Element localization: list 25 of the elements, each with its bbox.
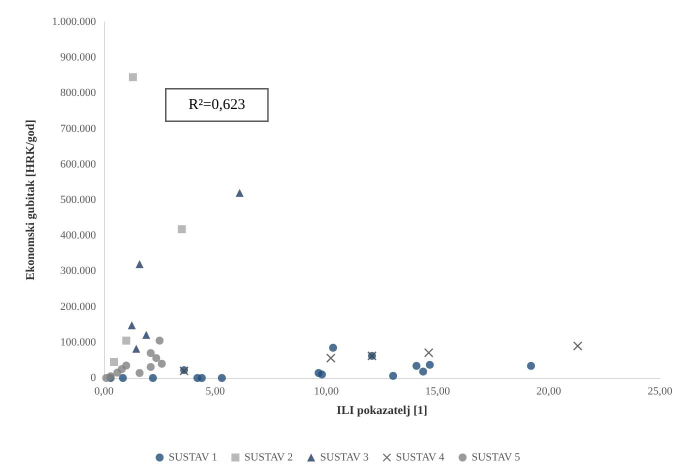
y-tick-label: 500.000 xyxy=(60,194,96,206)
y-tick-label: 600.000 xyxy=(60,158,96,170)
legend-label: SUSTAV 2 xyxy=(244,452,293,464)
x-tick-label: 25,00 xyxy=(648,386,673,398)
y-tick-label: 200.000 xyxy=(60,300,96,313)
legend-label: SUSTAV 5 xyxy=(472,452,521,464)
legend-label: SUSTAV 1 xyxy=(168,452,218,464)
y-tick-label: 0 xyxy=(90,372,96,384)
x-tick-label: 20,00 xyxy=(536,386,562,398)
legend-label: SUSTAV 4 xyxy=(396,452,445,464)
x-tick-label: 0,00 xyxy=(94,386,114,398)
x-axis-title: ILI pokazatelj [1] xyxy=(336,403,428,417)
y-tick-label: 1.000.000 xyxy=(52,16,96,28)
y-tick-label: 400.000 xyxy=(60,230,96,242)
legend-label: SUSTAV 3 xyxy=(320,452,370,464)
annotation: R²=0,623 xyxy=(188,97,246,113)
x-tick-label: 15,00 xyxy=(425,386,450,398)
y-tick-label: 800.000 xyxy=(60,87,96,100)
x-tick-label: 5,00 xyxy=(206,386,226,398)
y-tick-label: 100.000 xyxy=(60,336,96,348)
y-tick-label: 900.000 xyxy=(60,52,96,64)
y-tick-label: 300.000 xyxy=(60,265,96,278)
y-tick-label: 700.000 xyxy=(60,122,96,135)
y-axis-title: Ekonomski gubitak [HRK/god] xyxy=(23,120,37,280)
x-tick-label: 10,00 xyxy=(314,386,340,398)
